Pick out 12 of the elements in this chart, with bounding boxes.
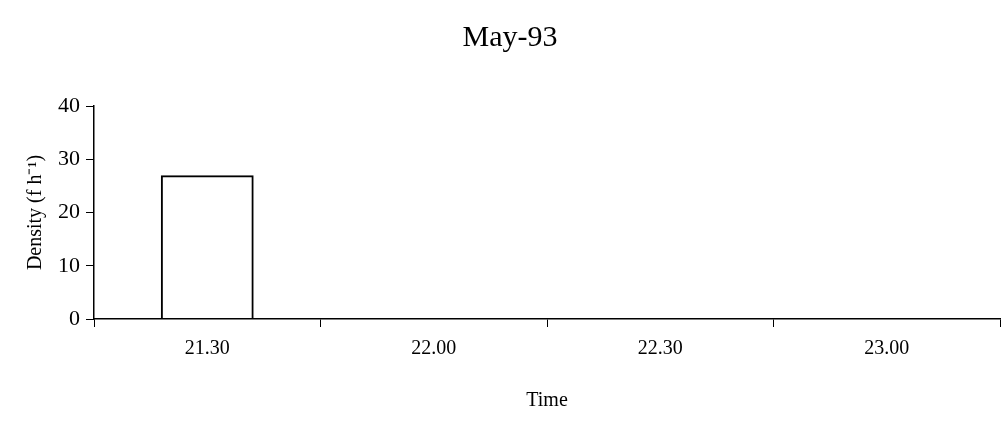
y-tick-label: 0 <box>69 304 80 330</box>
y-tick-label: 30 <box>58 145 80 171</box>
y-tick-label: 40 <box>58 91 80 117</box>
x-tick-label: 23.00 <box>864 336 910 359</box>
y-tick-label: 10 <box>58 251 80 277</box>
x-tick-label: 22.00 <box>411 336 457 359</box>
chart-title: May-93 <box>462 18 558 52</box>
x-tick-label: 21.30 <box>184 336 230 359</box>
y-tick-label: 20 <box>58 198 80 224</box>
y-axis-title: Density (f h⁻¹) <box>23 154 47 271</box>
x-tick-label: 22.30 <box>637 336 683 359</box>
x-axis-title: Time <box>526 388 568 411</box>
